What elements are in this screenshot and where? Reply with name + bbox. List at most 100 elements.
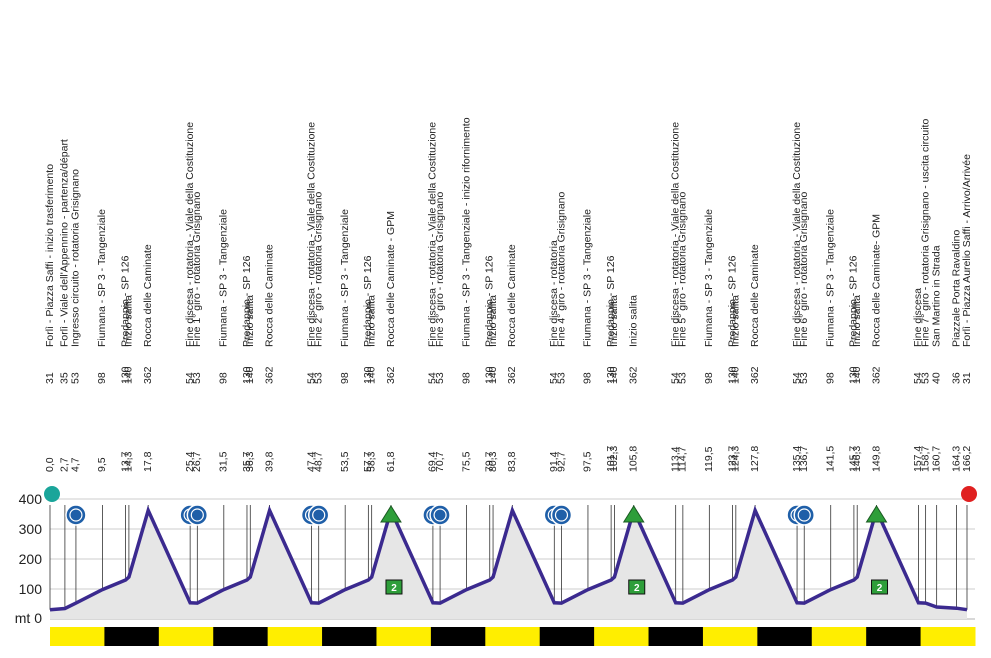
profile-fill [50, 510, 967, 619]
km-band-segment [485, 627, 541, 646]
point-altitude-label: 130 [848, 366, 860, 384]
point-labels: Forlì - Piazza Saffi - inizio trasferime… [44, 117, 973, 472]
point-km-label: 4,7 [70, 457, 82, 472]
point-km-label: 80,3 [487, 451, 499, 472]
point-km-label: 25,4 [184, 451, 196, 472]
point-km-label: 47,4 [305, 451, 317, 472]
point-km-label: 48,7 [312, 451, 324, 472]
point-name-label: Inizio salita [730, 295, 742, 347]
point-altitude-label: 31 [961, 372, 973, 384]
point-altitude-label: 362 [263, 366, 275, 384]
point-km-label: 75,5 [460, 451, 472, 472]
point-altitude-label: 130 [484, 366, 496, 384]
point-km-label: 141,5 [825, 446, 837, 472]
profile-line [49, 505, 968, 612]
point-altitude-label: 31 [44, 372, 56, 384]
point-name-label: Fiumana - SP 3 - Tangenziale [825, 209, 837, 347]
point-km-label: 83,8 [506, 451, 518, 472]
point-name-label: Rocca delle Caminate- GPM [870, 214, 882, 347]
point-km-label: 135,4 [791, 446, 803, 472]
point-km-label: 124,3 [730, 446, 742, 472]
point-name-label: Fiumana - SP 3 - Tangenziale [339, 209, 351, 347]
km-band-segment [539, 627, 595, 646]
point-name-label: Fine 7° giro - rotatoria Grisignano - us… [919, 119, 931, 347]
point-km-label: 127,8 [749, 446, 761, 472]
point-altitude-label: 54 [548, 372, 560, 384]
point-altitude-label: 362 [142, 366, 154, 384]
sprint-circle-icon [550, 504, 573, 526]
point-name-label: Predappio - SP 126 [362, 255, 374, 347]
point-km-label: 39,8 [263, 451, 275, 472]
point-altitude-label: 98 [703, 372, 715, 384]
gpm-triangle-icon [865, 505, 888, 523]
point-name-label: Predappio - SP 126 [484, 255, 496, 347]
km-band-segment [648, 627, 704, 646]
point-name-label: Predappio - SP 126 [848, 255, 860, 347]
profile-area [50, 510, 967, 619]
gpm-triangle-icon [622, 505, 645, 523]
y-tick-label: 200 [19, 551, 43, 567]
km-band-segment [702, 627, 758, 646]
point-km-label: 58,3 [365, 451, 377, 472]
point-km-label: 166,2 [961, 446, 973, 472]
point-altitude-label: 54 [184, 372, 196, 384]
point-name-label: Fine 6° giro - rotatoria Grisignano [798, 191, 810, 347]
point-name-label: Fiumana - SP 3 - Tangenziale [582, 209, 594, 347]
point-altitude-label: 130 [726, 366, 738, 384]
y-unit-label: mt 0 [15, 610, 42, 626]
point-km-label: 9,5 [96, 457, 108, 472]
point-km-label: 145,7 [848, 446, 860, 472]
km-band-segment [50, 627, 105, 646]
point-altitude-label: 36 [950, 372, 962, 384]
km-band-segment [376, 627, 432, 646]
point-name-label: Rocca delle Caminate [506, 244, 518, 347]
point-km-label: 102,3 [608, 446, 620, 472]
point-name-label: San Martino in Strada [930, 245, 942, 347]
point-altitude-label: 130 [241, 366, 253, 384]
point-km-label: 123,7 [726, 446, 738, 472]
point-km-label: 158,7 [919, 446, 931, 472]
point-name-label: Inizio salita [487, 295, 499, 347]
point-name-label: Predappio - SP 126 [119, 255, 131, 347]
point-km-label: 92,7 [555, 451, 567, 472]
point-km-label: 69,4 [427, 451, 439, 472]
point-altitude-label: 362 [385, 366, 397, 384]
km-band-segment [322, 627, 377, 646]
point-km-label: 26,7 [191, 451, 203, 472]
point-name-label: Fine 5° giro - rotatoria Grisignano [677, 191, 689, 347]
point-altitude-label: 362 [870, 366, 882, 384]
point-name-label: Rocca delle Caminate [749, 244, 761, 347]
point-name-label: Ingresso circuito - rotatoria Grisignano [70, 169, 82, 347]
category-badge-label: 2 [391, 583, 397, 594]
point-name-label: Fine discesa - rotatoria [548, 240, 560, 347]
point-altitude-label: 130 [362, 366, 374, 384]
sprint-circle-icon [65, 504, 87, 526]
point-name-label: Inizio salita [851, 295, 863, 347]
km-band-segment [757, 627, 813, 646]
point-altitude-label: 53 [555, 372, 567, 384]
km-band-segment [811, 627, 867, 646]
point-name-label: Predappio - SP 126 [726, 255, 738, 347]
point-name-label: Forlì - Piazza Aurelio Saffi - Arrivo/Ar… [961, 154, 973, 347]
km-band [50, 627, 976, 646]
point-km-label: 17,8 [142, 451, 154, 472]
point-km-label: 113,4 [669, 446, 681, 472]
point-name-label: Fiumana - SP 3 - Tangenziale [218, 209, 230, 347]
point-km-label: 164,3 [950, 446, 962, 472]
sprint-circle-icon [793, 504, 815, 526]
sprint-circle-icon [307, 504, 330, 526]
point-altitude-label: 130 [119, 366, 131, 384]
point-name-label: Fine discesa - rotatoria - Viale della C… [427, 122, 439, 347]
km-band-segment [866, 627, 922, 646]
point-altitude-label: 40 [930, 372, 942, 384]
point-altitude-label: 54 [305, 372, 317, 384]
point-km-label: 114,7 [677, 446, 689, 472]
category-badge [628, 579, 646, 595]
point-altitude-label: 362 [506, 366, 518, 384]
point-altitude-label: 98 [582, 372, 594, 384]
category-badge [385, 579, 403, 595]
point-name-label: Piazzale Porta Ravaldino [950, 230, 962, 347]
point-altitude-label: 98 [339, 372, 351, 384]
point-km-label: 31,5 [218, 451, 230, 472]
